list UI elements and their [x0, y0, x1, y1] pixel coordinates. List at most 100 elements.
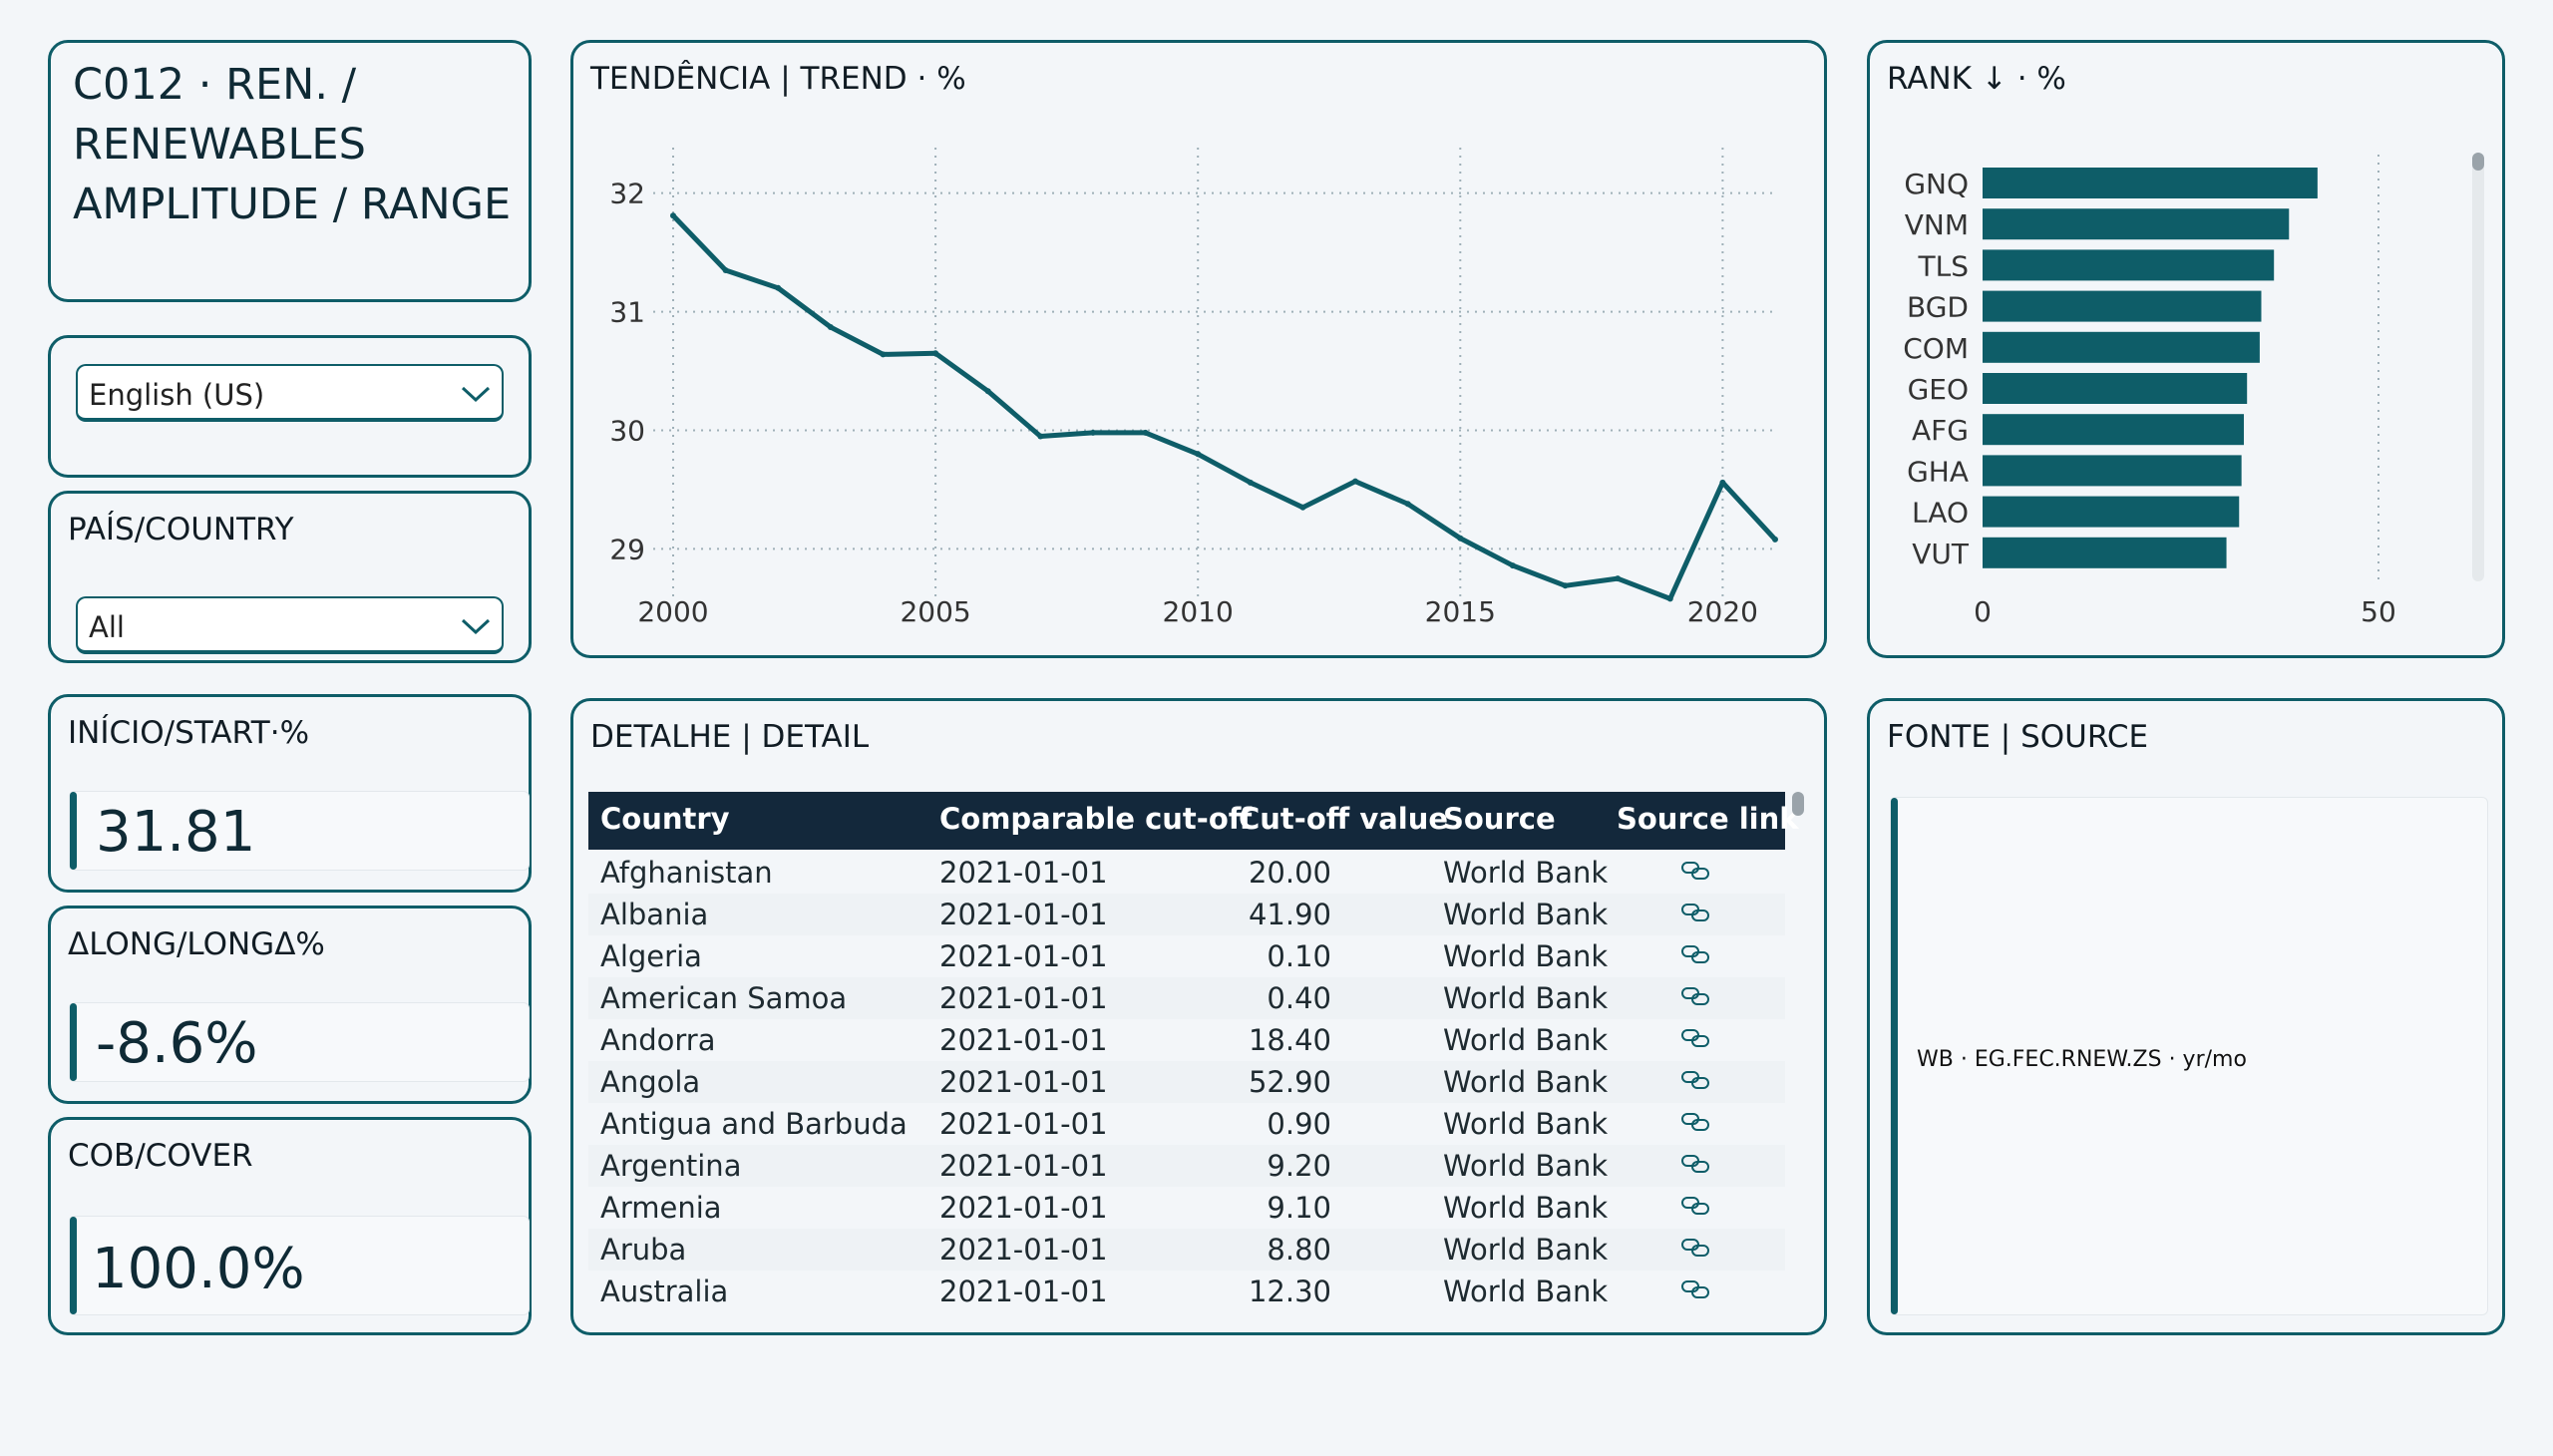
trend-point[interactable]	[1142, 429, 1149, 436]
rank-bar[interactable]	[1983, 208, 2290, 240]
source-box: WB · EG.FEC.RNEW.ZS · yr/mo	[1890, 797, 2488, 1315]
trend-point[interactable]	[984, 388, 991, 395]
cell-country: Antigua and Barbuda	[600, 1107, 908, 1141]
trend-point[interactable]	[827, 324, 834, 331]
trend-point[interactable]	[1509, 562, 1516, 569]
trend-point[interactable]	[1247, 479, 1254, 486]
table-row[interactable]: Andorra 2021-01-01 18.40 World Bank	[588, 1019, 1785, 1061]
link-icon[interactable]	[1680, 860, 1710, 882]
trend-point[interactable]	[1666, 595, 1673, 602]
cell-country: Afghanistan	[600, 856, 773, 890]
rank-bar[interactable]	[1983, 496, 2240, 528]
table-row[interactable]: Antigua and Barbuda 2021-01-01 0.90 World B…	[588, 1103, 1785, 1145]
rank-category-label: VUT	[1912, 538, 1970, 570]
trend-point[interactable]	[1615, 575, 1622, 582]
table-row[interactable]: Armenia 2021-01-01 9.10 World Bank	[588, 1187, 1785, 1229]
rank-bar[interactable]	[1983, 455, 2242, 487]
cell-value: 0.10	[1267, 939, 1331, 973]
cell-cutoff: 2021-01-01	[939, 1149, 1108, 1183]
table-row[interactable]: Argentina 2021-01-01 9.20 World Bank	[588, 1145, 1785, 1187]
trend-point[interactable]	[1562, 582, 1569, 589]
link-icon[interactable]	[1680, 1195, 1710, 1217]
column-header-link[interactable]: Source link	[1617, 802, 1799, 836]
cell-value: 12.30	[1248, 1274, 1331, 1308]
rank-scrollbar-thumb[interactable]	[2472, 153, 2484, 171]
kpi-cover-value: 100.0%	[92, 1237, 305, 1301]
link-icon[interactable]	[1680, 985, 1710, 1007]
link-icon[interactable]	[1680, 1153, 1710, 1175]
link-icon[interactable]	[1680, 902, 1710, 923]
trend-point[interactable]	[775, 284, 782, 291]
x-tick-label: 2005	[900, 595, 970, 628]
column-header-country[interactable]: Country	[600, 802, 730, 836]
trend-chart: 29 30 31 32 2000 2005 2010 2015 2020	[609, 148, 1778, 628]
kpi-accent-bar	[70, 1003, 77, 1081]
country-label: PAÍS/COUNTRY	[68, 512, 294, 547]
cell-value: 52.90	[1248, 1065, 1331, 1099]
cell-value: 0.90	[1267, 1107, 1331, 1141]
link-icon[interactable]	[1680, 1237, 1710, 1259]
rank-bar[interactable]	[1983, 249, 2275, 281]
trend-point[interactable]	[1299, 504, 1306, 511]
kpi-accent-bar	[70, 1217, 77, 1314]
cell-source: World Bank	[1443, 1149, 1609, 1183]
link-icon[interactable]	[1680, 943, 1710, 965]
kpi-start-card: INÍCIO/START·% 31.81	[48, 694, 532, 893]
rank-chart: 0 50 GNQ VNM TLS BGD COM GEO AFG GHA LAO VUT	[1903, 155, 2396, 628]
table-row[interactable]: Albania 2021-01-01 41.90 World Bank	[588, 894, 1785, 935]
table-scrollbar-thumb[interactable]	[1792, 792, 1804, 816]
trend-point[interactable]	[1719, 479, 1726, 486]
trend-point[interactable]	[1352, 478, 1359, 485]
source-title: FONTE | SOURCE	[1887, 719, 2149, 755]
kpi-accent-bar	[70, 792, 77, 870]
table-header: Country Comparable cut-off Cut-off value…	[588, 792, 1799, 850]
cell-country: Aruba	[600, 1233, 687, 1267]
kpi-delta-box: -8.6%	[69, 1002, 530, 1082]
trend-point[interactable]	[1195, 451, 1202, 458]
trend-point[interactable]	[1404, 501, 1411, 508]
table-row[interactable]: Australia 2021-01-01 12.30 World Bank	[588, 1271, 1785, 1312]
trend-point[interactable]	[1457, 535, 1464, 542]
table-row[interactable]: Angola 2021-01-01 52.90 World Bank	[588, 1061, 1785, 1103]
rank-bar[interactable]	[1983, 373, 2248, 404]
trend-point[interactable]	[1089, 429, 1096, 436]
column-header-source[interactable]: Source	[1443, 802, 1556, 836]
trend-point[interactable]	[722, 266, 729, 273]
rank-title: RANK ↓ · %	[1887, 61, 2066, 97]
rank-category-label: GEO	[1908, 373, 1969, 406]
table-row[interactable]: Afghanistan 2021-01-01 20.00 World Bank	[588, 852, 1785, 894]
column-header-value[interactable]: Cut-off value	[1239, 802, 1449, 836]
trend-point[interactable]	[932, 350, 939, 357]
language-dropdown[interactable]: English (US)	[76, 364, 504, 422]
table-row[interactable]: Aruba 2021-01-01 8.80 World Bank	[588, 1229, 1785, 1271]
rank-category-label: VNM	[1905, 208, 1969, 241]
x-tick-label: 2010	[1163, 595, 1234, 628]
trend-point[interactable]	[1772, 536, 1778, 543]
kpi-cover-label: COB/COVER	[68, 1138, 253, 1174]
rank-bar[interactable]	[1983, 331, 2260, 363]
rank-bar[interactable]	[1983, 168, 2318, 198]
source-card: FONTE | SOURCE WB · EG.FEC.RNEW.ZS · yr/…	[1867, 698, 2505, 1335]
trend-point[interactable]	[670, 212, 676, 219]
rank-card: RANK ↓ · % 0 50 GNQ VNM TLS BGD COM GEO AFG GHA LA…	[1867, 40, 2505, 658]
rank-bar[interactable]	[1983, 414, 2245, 446]
table-row[interactable]: American Samoa 2021-01-01 0.40 World Bank	[588, 977, 1785, 1019]
column-header-cutoff[interactable]: Comparable cut-off	[939, 802, 1253, 836]
country-dropdown[interactable]: All	[76, 596, 504, 654]
cell-source: World Bank	[1443, 856, 1609, 890]
rank-bar[interactable]	[1983, 290, 2262, 322]
rank-bar[interactable]	[1983, 537, 2227, 568]
source-text: WB · EG.FEC.RNEW.ZS · yr/mo	[1917, 1047, 2247, 1072]
rank-category-label: AFG	[1912, 414, 1969, 447]
table-row[interactable]: Algeria 2021-01-01 0.10 World Bank	[588, 935, 1785, 977]
cell-value: 9.10	[1267, 1191, 1331, 1225]
cell-country: Andorra	[600, 1023, 716, 1057]
link-icon[interactable]	[1680, 1111, 1710, 1133]
rank-scrollbar[interactable]	[2472, 153, 2484, 581]
trend-point[interactable]	[880, 351, 887, 358]
cell-value: 18.40	[1248, 1023, 1331, 1057]
link-icon[interactable]	[1680, 1278, 1710, 1300]
link-icon[interactable]	[1680, 1027, 1710, 1049]
trend-point[interactable]	[1037, 433, 1044, 440]
link-icon[interactable]	[1680, 1069, 1710, 1091]
